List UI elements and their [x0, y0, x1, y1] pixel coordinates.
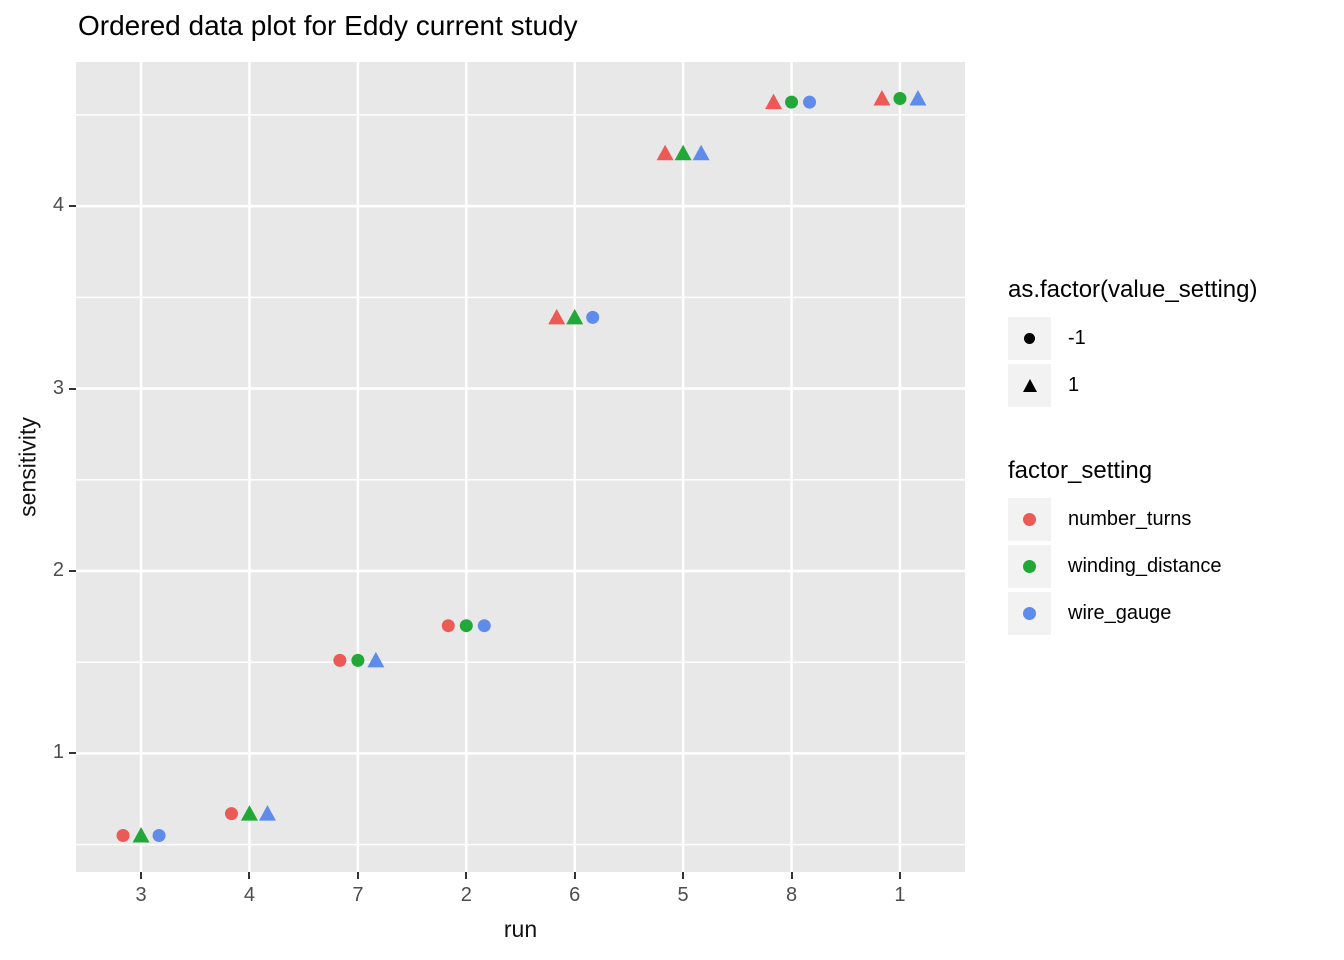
x-tick-label: 7	[352, 884, 364, 906]
data-point	[333, 653, 347, 667]
legend-entry-winding-distance: winding_distance	[1008, 545, 1338, 588]
data-point	[477, 619, 491, 633]
data-point	[367, 651, 385, 668]
x-tick-label: 5	[677, 884, 689, 906]
x-tick-label: 1	[894, 884, 906, 906]
data-point	[873, 89, 891, 106]
data-point	[586, 310, 600, 324]
data-point	[459, 619, 473, 633]
legend-factor-setting-title: factor_setting	[1008, 457, 1153, 484]
legend-entry-label: winding_distance	[1068, 555, 1222, 577]
data-point	[765, 93, 783, 110]
data-point	[803, 95, 817, 109]
plot-panel	[76, 62, 965, 872]
legend-entry-plus1: 1	[1008, 364, 1338, 407]
circle-icon	[1024, 333, 1035, 344]
x-tick-mark	[248, 872, 251, 879]
data-point	[132, 827, 150, 843]
legend-key	[1008, 545, 1051, 588]
data-point	[224, 807, 238, 821]
data-point	[548, 308, 566, 325]
y-tick-mark	[69, 205, 76, 208]
legend-entry-label: number_turns	[1068, 508, 1192, 530]
data-point	[258, 805, 276, 821]
plot-area	[76, 62, 965, 872]
x-tick-label: 8	[785, 884, 798, 906]
x-axis-title: run	[503, 916, 538, 942]
triangle-icon	[1022, 379, 1037, 392]
y-tick-label: 2	[52, 558, 64, 581]
y-tick-mark	[69, 387, 76, 390]
legend-entry-wire-gauge: wire_gauge	[1008, 592, 1338, 635]
x-tick-label: 2	[460, 884, 472, 906]
legend-key	[1008, 498, 1051, 541]
data-point	[893, 91, 907, 105]
x-tick-mark	[356, 872, 359, 879]
data-point	[785, 95, 799, 109]
legend-value-setting-title: as.factor(value_setting)	[1008, 276, 1258, 303]
x-tick-mark	[140, 872, 143, 879]
data-point	[116, 829, 130, 843]
x-tick-label: 4	[243, 884, 256, 906]
y-tick-label: 3	[52, 376, 64, 399]
data-point	[152, 829, 166, 843]
legend-entry-number-turns: number_turns	[1008, 498, 1338, 541]
data-point	[441, 619, 455, 633]
x-tick-mark	[790, 872, 793, 879]
legend-factor-setting: factor_setting number_turns winding_dist…	[1008, 457, 1338, 635]
legend-value-setting: as.factor(value_setting) -1 1	[1008, 276, 1338, 407]
data-point	[240, 805, 258, 821]
legend-entry-minus1: -1	[1008, 317, 1338, 360]
legend-key	[1008, 364, 1051, 407]
x-tick-mark	[898, 872, 901, 879]
x-tick-label: 6	[569, 884, 581, 906]
data-point	[909, 89, 927, 106]
data-point	[692, 144, 710, 161]
circle-icon	[1023, 607, 1036, 620]
circle-icon	[1023, 560, 1036, 573]
data-point	[351, 653, 365, 667]
x-tick-label: 3	[135, 884, 147, 906]
y-tick-label: 4	[52, 194, 64, 217]
legend-panel: as.factor(value_setting) -1 1 factor_set…	[1008, 276, 1338, 639]
legend-key	[1008, 592, 1051, 635]
legend-entry-label: wire_gauge	[1068, 602, 1172, 624]
legend-entry-label: 1	[1068, 374, 1080, 396]
y-axis-title: sensitivity	[14, 417, 41, 517]
chart-title: Ordered data plot for Eddy current study	[78, 10, 578, 41]
data-point	[656, 144, 674, 161]
circle-icon	[1023, 513, 1036, 526]
data-point	[566, 308, 584, 325]
y-tick-mark	[69, 752, 76, 755]
y-tick-mark	[69, 569, 76, 572]
legend-entry-label: -1	[1068, 327, 1086, 349]
x-tick-mark	[682, 872, 685, 879]
legend-key	[1008, 317, 1051, 360]
data-point	[674, 144, 692, 161]
x-tick-mark	[573, 872, 576, 879]
y-tick-label: 1	[52, 741, 64, 764]
x-tick-mark	[465, 872, 468, 879]
